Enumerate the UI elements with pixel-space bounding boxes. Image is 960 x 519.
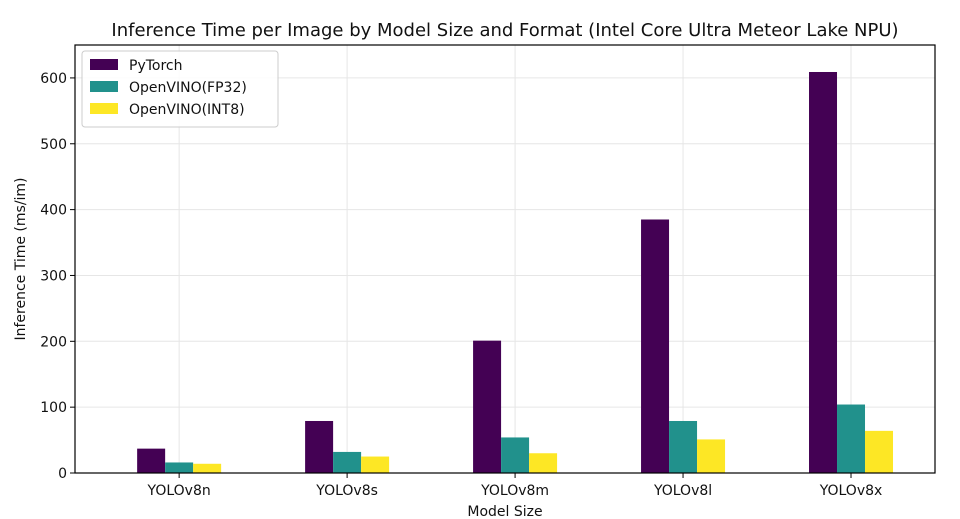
bar-openvino-fp32--yolov8x — [837, 404, 866, 473]
x-tick-label: YOLOv8m — [480, 483, 549, 499]
x-axis: YOLOv8n YOLOv8s YOLOv8m YOLOv8l YOLOv8x — [147, 473, 883, 499]
bar-pytorch-yolov8x — [809, 71, 838, 474]
bar-openvino-int8--yolov8s — [361, 456, 390, 473]
legend: PyTorch OpenVINO(FP32) OpenVINO(INT8) — [81, 50, 279, 128]
y-axis: 0 100 200 300 400 500 600 — [40, 71, 75, 482]
bar-pytorch-yolov8l — [641, 219, 670, 473]
x-tick-label: YOLOv8l — [653, 483, 712, 499]
bar-pytorch-yolov8n — [137, 448, 166, 473]
legend-label: OpenVINO(INT8) — [129, 102, 245, 118]
legend-box — [81, 50, 279, 128]
bar-openvino-int8--yolov8x — [865, 430, 894, 473]
legend-swatch — [90, 81, 118, 92]
bar-openvino-int8--yolov8m — [529, 453, 558, 473]
y-tick-label: 100 — [40, 400, 67, 416]
y-axis-label: Inference Time (ms/im) — [13, 177, 29, 340]
bar-pytorch-yolov8s — [305, 420, 334, 473]
legend-label: OpenVINO(FP32) — [129, 80, 247, 96]
y-tick-label: 0 — [58, 466, 67, 482]
bar-openvino-fp32--yolov8s — [333, 451, 362, 473]
legend-swatch — [90, 103, 118, 114]
y-tick-label: 400 — [40, 203, 67, 219]
y-tick-label: 500 — [40, 137, 67, 153]
bar-openvino-fp32--yolov8l — [669, 420, 698, 473]
chart-title: Inference Time per Image by Model Size a… — [111, 20, 898, 41]
x-tick-label: YOLOv8s — [315, 483, 378, 499]
x-axis-label: Model Size — [467, 504, 542, 519]
bar-openvino-int8--yolov8n — [193, 463, 222, 473]
bar-openvino-fp32--yolov8n — [165, 462, 194, 473]
bar-pytorch-yolov8m — [473, 340, 502, 473]
y-tick-label: 200 — [40, 334, 67, 350]
plot-frame — [74, 44, 936, 474]
x-tick-label: YOLOv8x — [819, 483, 883, 499]
y-tick-label: 600 — [40, 71, 67, 87]
bar-openvino-fp32--yolov8m — [501, 437, 530, 473]
legend-label: PyTorch — [129, 58, 182, 74]
legend-swatch — [90, 59, 118, 70]
x-tick-label: YOLOv8n — [147, 483, 211, 499]
y-tick-label: 300 — [40, 268, 67, 284]
bars — [137, 71, 894, 474]
bar-openvino-int8--yolov8l — [697, 439, 726, 473]
